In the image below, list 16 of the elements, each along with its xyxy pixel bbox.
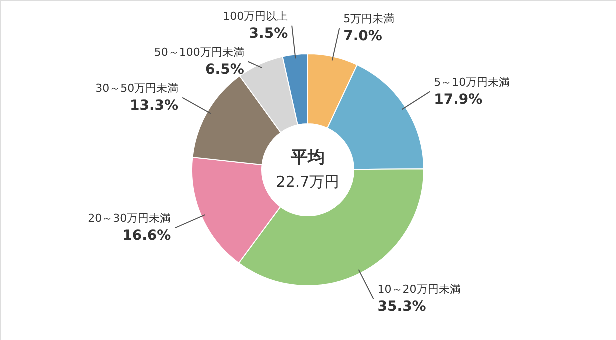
data-label: 17.9% — [434, 92, 483, 108]
slice-label: 50～100万円未満 — [154, 46, 244, 59]
data-label: 13.3% — [130, 98, 179, 114]
data-label: 7.0% — [344, 28, 382, 44]
text: 平均 — [290, 148, 325, 168]
data-label: 16.6% — [122, 228, 172, 244]
data-label: 3.5% — [249, 26, 288, 42]
data-label: 6.5% — [206, 62, 244, 78]
slice-label: 5万円未満 — [344, 12, 395, 26]
slice-label: 20～30万円未満 — [88, 212, 172, 226]
slice-label: 10～20万円未満 — [378, 283, 461, 296]
data-label: 35.3% — [378, 299, 426, 316]
slice-label: 5～10万円未満 — [434, 76, 510, 89]
slice-label: 100万円以上 — [223, 10, 288, 23]
slice-label: 30～50万円未満 — [96, 82, 179, 95]
text: 22.7万円 — [276, 173, 340, 191]
